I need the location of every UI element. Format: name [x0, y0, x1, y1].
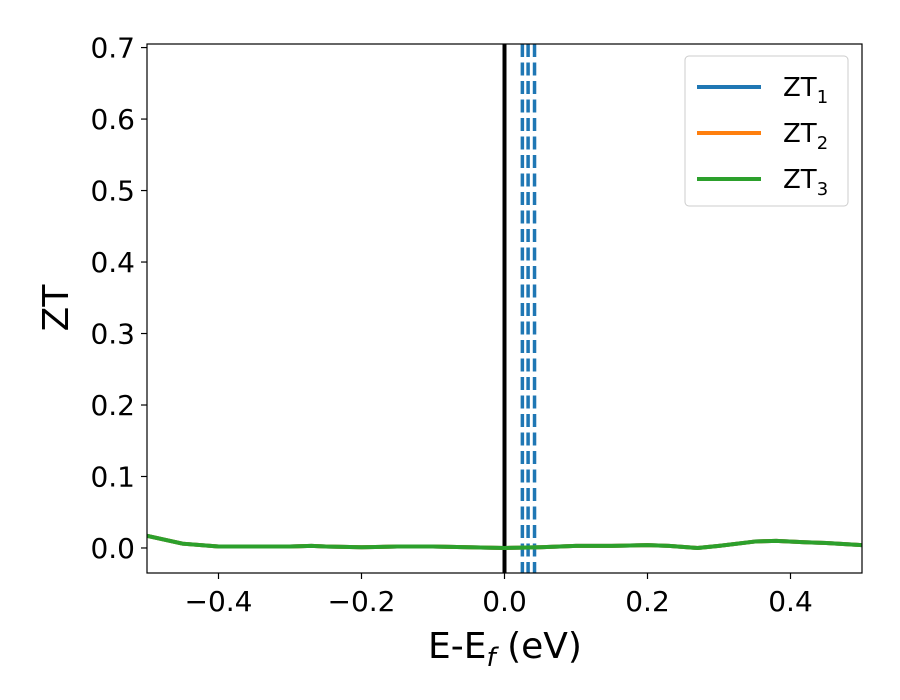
- legend-label-2: ZT2: [783, 119, 828, 154]
- x-axis-label-main: E-E: [428, 626, 486, 667]
- plot-area: [146, 43, 863, 574]
- y-tick-label: 0.4: [90, 246, 135, 279]
- legend-label-main: ZT: [783, 165, 817, 195]
- series-line-3: [147, 533, 862, 550]
- y-axis-label: ZT: [36, 284, 77, 332]
- legend-label-subscript: 2: [817, 133, 828, 154]
- x-tick-label: 0.2: [625, 585, 670, 618]
- legend-label-subscript: 1: [817, 87, 828, 108]
- x-tick-label: 0.0: [482, 585, 527, 618]
- legend-label-main: ZT: [783, 119, 817, 149]
- plot-inner: [147, 44, 862, 573]
- y-tick-label: 0.0: [90, 532, 135, 565]
- y-tick-label: 0.2: [90, 389, 135, 422]
- x-axis-label: E-Ef (eV): [428, 626, 582, 673]
- axis-ticks: −0.4 −0.2 0.0 0.2 0.4 0.0 0.1 0.2 0.3 0.4 0.5 0.6 0.…: [90, 32, 812, 618]
- x-tick-label: −0.2: [328, 585, 396, 618]
- y-tick-label: 0.7: [90, 32, 135, 65]
- y-tick-label: 0.6: [90, 103, 135, 136]
- legend-label-subscript: 3: [817, 179, 828, 200]
- y-tick-label: 0.1: [90, 460, 135, 493]
- y-tick-label: 0.3: [90, 318, 135, 351]
- legend-label-3: ZT3: [783, 165, 828, 200]
- y-tick-label: 0.5: [90, 175, 135, 208]
- x-axis-label-unit: (eV): [496, 626, 582, 667]
- legend-label-main: ZT: [783, 73, 817, 103]
- x-tick-label: 0.4: [768, 585, 813, 618]
- legend-box: [684, 55, 849, 207]
- x-tick-label: −0.4: [185, 585, 253, 618]
- legend-label-1: ZT1: [783, 73, 828, 108]
